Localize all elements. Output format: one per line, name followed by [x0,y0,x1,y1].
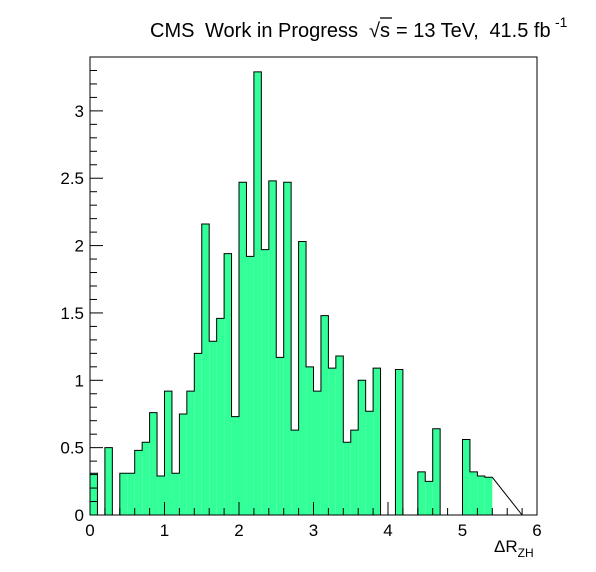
x-tick-label: 2 [234,521,243,540]
histogram-bin [216,318,225,515]
title-status: Work in Progress [205,20,358,42]
y-axis-ticks [90,56,103,516]
histogram-bin [194,353,202,515]
histogram-bin [179,413,187,515]
histogram-bin [104,447,113,515]
y-tick-label: 2.5 [60,169,84,188]
histogram-bin [477,475,485,515]
x-tick-label: 1 [160,521,169,540]
title-text: CMS Work in Progress [150,20,358,42]
x-axis-label: ΔRZH [494,537,534,560]
histogram-bin [268,180,277,515]
histogram-bin [417,471,426,515]
histogram-bin [365,411,374,515]
x-tick-label: 3 [309,521,318,540]
histogram-bin [358,380,366,515]
histogram-bin [462,439,470,515]
histogram-bars [90,71,493,516]
histogram-bin [253,71,262,515]
histogram-bin [320,315,329,515]
histogram-bin [425,481,433,515]
histogram-bin [469,471,478,515]
histogram-bin [432,428,441,515]
title-energy-prefix: s [380,20,390,42]
histogram-bin [335,356,344,515]
histogram-bin [171,473,180,515]
histogram-bin [164,391,172,515]
y-tick-label: 0.5 [60,439,84,458]
histogram-bin [291,430,299,515]
histogram-outline [89,71,523,516]
histogram-bin [186,391,195,515]
histogram-bin [127,473,135,515]
x-tick-labels: 0 1 2 3 4 5 6 [85,521,541,540]
histogram-bin [142,442,150,515]
histogram-bin [246,256,254,515]
histogram-bin [484,477,493,515]
histogram-bin [350,430,359,515]
histogram-bin [373,368,381,515]
y-tick-label: 1.5 [60,304,84,323]
y-tick-label: 1 [75,371,84,390]
title-experiment: CMS [150,20,194,42]
chart-title: CMS Work in Progress √ s = 13 TeV, 41.5 … [150,14,568,42]
x-tick-label: 5 [458,521,467,540]
x-axis-label-main: ΔR [494,537,518,556]
title-lumi-exponent: -1 [555,14,568,30]
histogram-bin [157,475,165,515]
histogram-bin [231,416,239,515]
histogram-bin [149,412,158,515]
histogram-bin [283,182,292,515]
x-tick-label: 4 [383,521,392,540]
histogram-bin [201,224,210,516]
histogram-bin [224,253,232,516]
y-tick-label: 2 [75,237,84,256]
y-tick-label: 3 [75,102,84,121]
x-tick-label: 0 [85,521,94,540]
histogram-bin [276,357,284,515]
histogram-bin [134,450,143,515]
x-tick-label: 6 [532,521,541,540]
y-tick-labels: 0 0.5 1 1.5 2 2.5 3 [60,102,84,525]
y-tick-label: 0 [75,506,84,525]
histogram-bin [119,473,128,515]
histogram-bin [261,249,269,515]
title-lumi: 41.5 fb [489,20,550,42]
histogram-bin [306,366,314,515]
histogram-bin [209,341,217,515]
histogram-bin [313,391,321,515]
title-energy-lumi: = 13 TeV, 41.5 fb [396,20,551,42]
histogram-bin [90,473,98,515]
title-energy: = 13 TeV, [396,20,479,42]
histogram-bin [239,182,247,515]
x-axis-label-sub: ZH [518,546,534,560]
histogram-bin [328,368,336,515]
histogram-bin [395,369,403,515]
histogram-bin [298,241,307,516]
histogram-bin [343,442,351,515]
x-axis-ticks [89,502,538,515]
sqrt-symbol: √ [369,20,380,42]
